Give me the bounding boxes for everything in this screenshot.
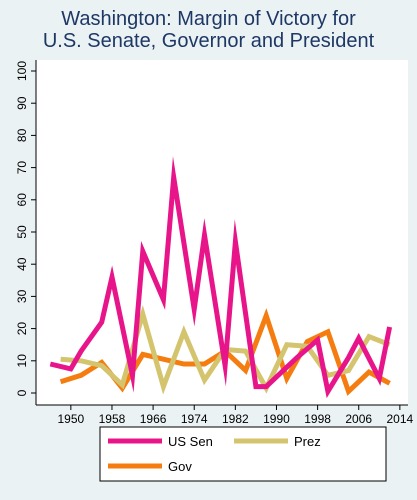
legend-label-prez: Prez: [294, 434, 321, 449]
x-tick-label: 1966: [140, 412, 167, 426]
y-tick-label: 30: [15, 289, 29, 303]
x-tick-label: 1998: [304, 412, 331, 426]
x-tick-label: 1958: [99, 412, 126, 426]
y-tick-label: 40: [15, 257, 29, 271]
y-tick-label: 60: [15, 193, 29, 207]
legend-label-us-sen: US Sen: [168, 434, 213, 449]
x-tick-label: 2014: [387, 412, 414, 426]
legend-label-gov: Gov: [168, 459, 192, 474]
series-layer: [49, 156, 393, 399]
x-tick-label: 1974: [181, 412, 208, 426]
y-tick-label: 10: [15, 354, 29, 368]
chart-title-line-1: Washington: Margin of Victory for: [61, 8, 356, 30]
axes: 0 10 20 30 40 50 60 70 80 90 100 1950 1958 1966 1974 19…: [15, 60, 414, 426]
y-tick-label: 70: [15, 161, 29, 175]
series-line-us-sen: [49, 156, 393, 399]
y-tick-label: 20: [15, 322, 29, 336]
y-tick-label: 90: [15, 96, 29, 110]
chart-title: Washington: Margin of Victory for U.S. S…: [0, 8, 417, 52]
x-tick-label: 1990: [263, 412, 290, 426]
y-tick-label: 0: [15, 389, 29, 396]
y-tick-label: 50: [15, 225, 29, 239]
x-tick-label: 2006: [345, 412, 372, 426]
legend: US Sen Prez Gov: [99, 426, 387, 482]
y-tick-label: 80: [15, 128, 29, 142]
chart-title-line-2: U.S. Senate, Governor and President: [42, 30, 375, 52]
x-tick-label: 1982: [222, 412, 249, 426]
x-tick-label: 1950: [57, 412, 84, 426]
legend-box: [99, 426, 387, 482]
y-tick-label: 100: [15, 61, 29, 81]
